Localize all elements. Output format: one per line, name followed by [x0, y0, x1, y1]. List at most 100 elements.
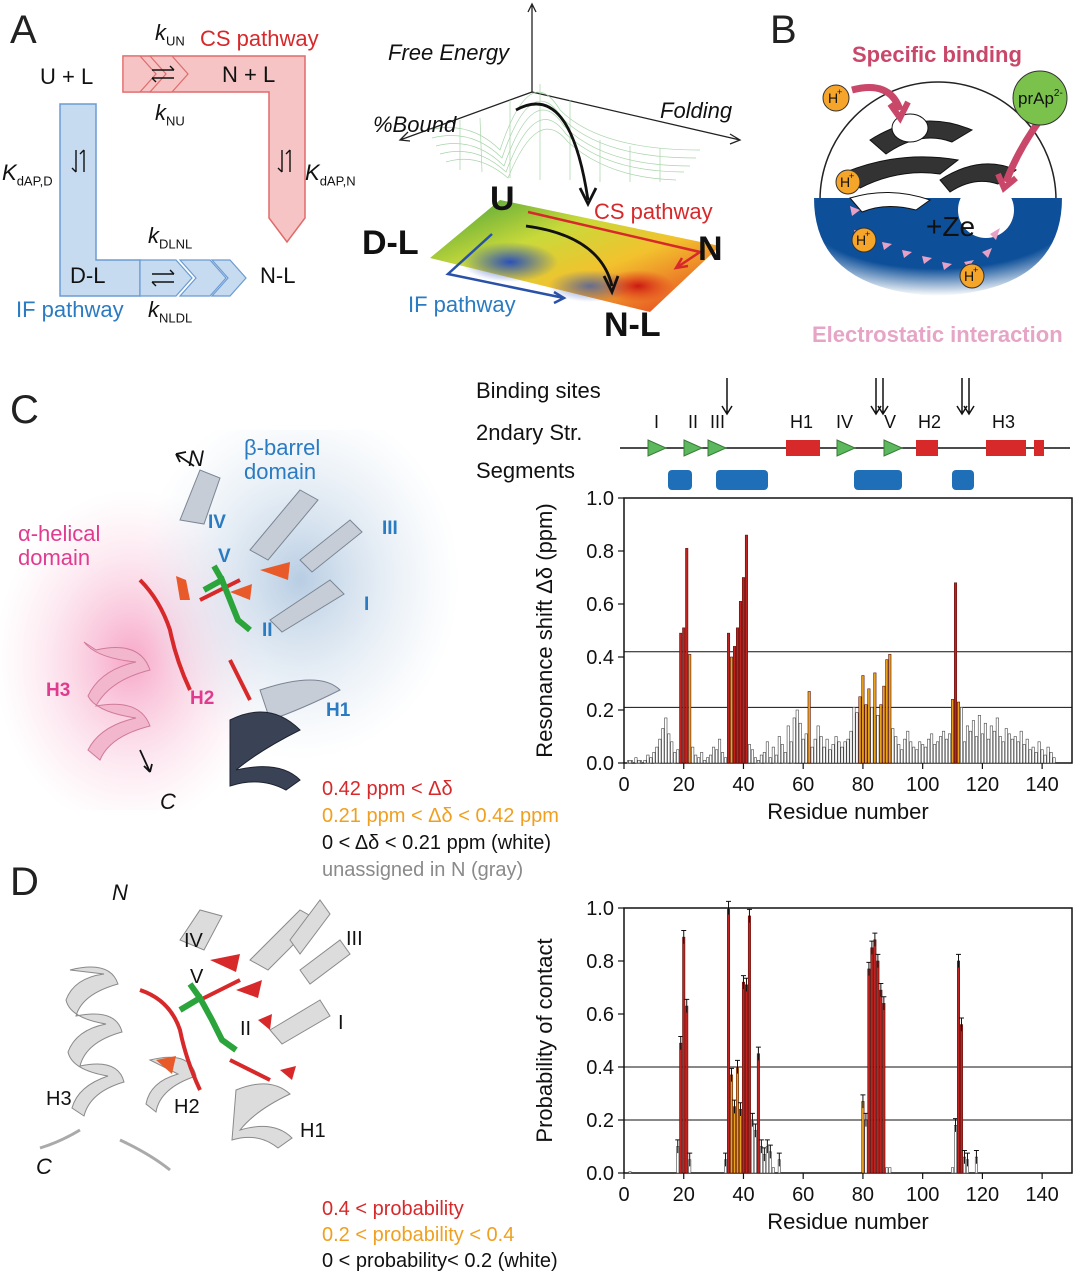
- chart-c-bar: [813, 738, 817, 764]
- d-strand-i-label: I: [338, 1012, 344, 1034]
- chart-d-y-tick-label: 0.4: [586, 1057, 614, 1079]
- chart-c-bar: [927, 738, 931, 764]
- chart-c-bar: [1004, 728, 1008, 764]
- d-structure-n-term: N: [112, 880, 128, 905]
- chart-c-bar: [1031, 746, 1035, 764]
- chart-c-bar: [954, 582, 958, 764]
- chart-d-bar: [747, 915, 751, 1174]
- if-pathway-label: IF pathway: [16, 297, 124, 322]
- strand-i-label: I: [364, 594, 370, 615]
- c-structure-n-term: N: [188, 446, 204, 471]
- chart-d-bar: [861, 1101, 865, 1174]
- chart-d-bar: [730, 1074, 734, 1174]
- chart-c-bar: [768, 757, 772, 764]
- chart-d-bar: [628, 1171, 632, 1174]
- specific-binding-label: Specific binding: [852, 42, 1022, 67]
- chart-c-bar: [640, 762, 644, 764]
- chart-c-bar: [700, 752, 704, 764]
- state-u-l: U + L: [40, 64, 94, 89]
- chart-d-bar: [685, 1005, 689, 1174]
- d-structure-c-term: C: [36, 1154, 52, 1179]
- chart-c-bar: [798, 722, 802, 764]
- chart-c-bar: [1037, 741, 1041, 764]
- state-n-l: N-L: [260, 263, 296, 288]
- chart-d-x-tick-label: 80: [852, 1184, 874, 1206]
- rate-k-un: kUN: [155, 20, 185, 49]
- chart-c-bar: [980, 733, 984, 764]
- legend-c-item-0: 0.42 ppm < Δδ: [322, 778, 453, 800]
- chart-c-bar: [721, 752, 725, 764]
- chart-d-error-bar: [681, 930, 687, 944]
- chart-c-bar: [685, 548, 689, 764]
- chart-c-bar: [924, 746, 928, 764]
- chart-d-error-bar: [764, 1139, 770, 1154]
- constant-k-dap-d: KdAP,D: [2, 160, 53, 189]
- chart-d-x-tick-label: 20: [673, 1184, 695, 1206]
- axis-folding: Folding: [660, 98, 733, 123]
- chart-d-error-bar: [729, 1067, 735, 1082]
- chart-d-error-bar: [687, 1152, 693, 1167]
- chart-c-bar: [942, 730, 946, 764]
- chart-d-bar: [873, 939, 877, 1174]
- chart-d-error-bar: [860, 1094, 866, 1109]
- svg-text:+: +: [865, 229, 870, 239]
- chart-c-bar: [912, 746, 916, 764]
- d-strand-iv-label: IV: [184, 930, 203, 952]
- chart-c-bar: [849, 730, 853, 764]
- d-helix-h2-label: H2: [174, 1096, 200, 1118]
- chart-c-bar: [885, 659, 889, 764]
- chart-c-bar: [756, 760, 760, 764]
- if-pathway-landscape-label: IF pathway: [408, 292, 516, 317]
- chart-c-bar: [1040, 749, 1044, 764]
- chart-c-bar: [762, 752, 766, 764]
- d-strand-v-label: V: [190, 966, 204, 988]
- chart-c-bar: [992, 730, 996, 764]
- chart-d-error-bar: [973, 1149, 979, 1164]
- chart-c-bar: [882, 685, 886, 764]
- chart-c-bar: [637, 760, 641, 764]
- chart-c-bar: [986, 738, 990, 764]
- chart-c-bar: [855, 712, 859, 764]
- chart-c-bar: [765, 741, 769, 764]
- svg-text:H1: H1: [790, 412, 813, 432]
- chart-c-bar: [703, 760, 707, 764]
- chart-c-bar: [753, 757, 757, 764]
- chart-d-bar: [750, 1119, 754, 1174]
- chart-d-x-tick-label: 40: [732, 1184, 754, 1206]
- chart-d-y-axis-label: Probability of contact: [532, 938, 557, 1142]
- chart-c-bar: [879, 704, 883, 764]
- chart-c-bar: [852, 707, 856, 764]
- chart-c-bar: [867, 688, 871, 764]
- chart-c-bar: [724, 757, 728, 764]
- chart-c-bar: [810, 746, 814, 764]
- chart-c-bar: [1001, 741, 1005, 764]
- legend-d-item-2: 0 < probability< 0.2 (white): [322, 1250, 558, 1272]
- chart-c-bar: [828, 749, 832, 764]
- chart-c-bar: [939, 736, 943, 764]
- chart-d-error-bar: [878, 983, 884, 997]
- chart-c-bar: [706, 757, 710, 764]
- chart-c-bar: [712, 746, 716, 764]
- chart-d-bar: [771, 1167, 775, 1174]
- axis-percent-bound: %Bound: [373, 112, 457, 137]
- chart-c-bar: [634, 757, 638, 764]
- chart-c-bar: [977, 715, 981, 764]
- chart-d-y-tick-label: 1.0: [586, 898, 614, 920]
- svg-text:H: H: [828, 90, 838, 106]
- chart-c-bar: [974, 736, 978, 764]
- chart-c-bar: [983, 722, 987, 764]
- chart-c-x-tick-label: 40: [732, 774, 754, 796]
- panel-letter-b: B: [770, 8, 797, 52]
- chart-c-bar: [786, 725, 790, 764]
- svg-text:III: III: [710, 412, 725, 432]
- chart-d-bar: [867, 968, 871, 1174]
- chart-d-x-tick-label: 140: [1025, 1184, 1058, 1206]
- chart-c-bar: [998, 736, 1002, 764]
- chart-c-y-axis-label: Resonance shift Δδ (ppm): [532, 503, 557, 757]
- chart-c-y-tick-label: 0.4: [586, 647, 614, 669]
- cs-pathway-arrow: [122, 55, 306, 244]
- chart-c-bar: [909, 741, 913, 764]
- chart-c-bar: [837, 741, 841, 764]
- chart-c-y-tick-label: 0.0: [586, 753, 614, 775]
- chart-c-bar: [661, 728, 665, 764]
